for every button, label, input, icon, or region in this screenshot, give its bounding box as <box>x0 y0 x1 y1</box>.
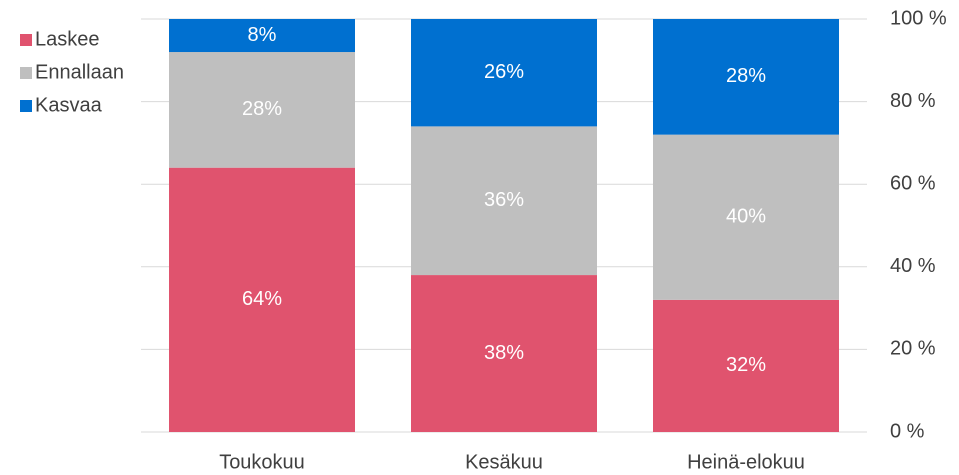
y-tick-label: 100 % <box>890 7 947 29</box>
x-tick-label: Kesäkuu <box>465 451 543 473</box>
legend-label: Ennallaan <box>35 61 124 83</box>
data-label: 38% <box>484 342 524 364</box>
bar-segment <box>169 167 355 432</box>
x-tick-label: Toukokuu <box>219 451 305 473</box>
data-label: 28% <box>242 98 282 120</box>
data-label: 36% <box>484 189 524 211</box>
data-label: 40% <box>726 206 766 228</box>
bar-segment <box>411 19 597 127</box>
legend-label: Laskee <box>35 28 100 50</box>
data-label: 8% <box>248 24 277 46</box>
data-label: 32% <box>726 354 766 376</box>
y-tick-label: 40 % <box>890 255 936 277</box>
bar-segment <box>411 275 597 432</box>
legend-label: Kasvaa <box>35 94 103 116</box>
bar-segment <box>411 126 597 276</box>
bar-segment <box>653 299 839 432</box>
y-tick-label: 60 % <box>890 172 936 194</box>
legend-swatch <box>20 34 32 46</box>
bar-segment <box>169 19 355 53</box>
x-tick-label: Heinä-elokuu <box>687 451 805 473</box>
legend-swatch <box>20 100 32 112</box>
y-tick-label: 0 % <box>890 420 925 442</box>
bar-segment <box>653 19 839 135</box>
bar-segment <box>169 52 355 168</box>
y-tick-label: 80 % <box>890 90 936 112</box>
data-label: 64% <box>242 288 282 310</box>
data-label: 28% <box>726 65 766 87</box>
legend-swatch <box>20 67 32 79</box>
bar-segment <box>653 134 839 300</box>
data-label: 26% <box>484 61 524 83</box>
y-tick-label: 20 % <box>890 338 936 360</box>
